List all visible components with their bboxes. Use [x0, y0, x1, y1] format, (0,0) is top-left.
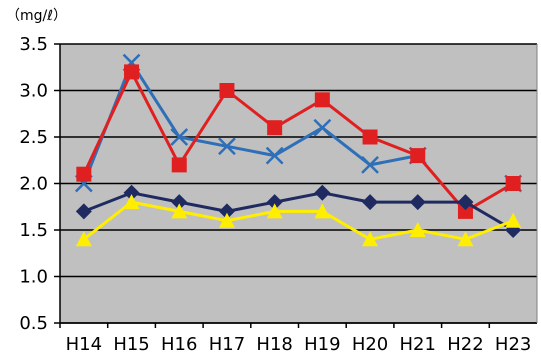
data-point-triangle — [123, 194, 140, 210]
data-point-cross — [265, 146, 284, 165]
data-point-diamond — [266, 194, 283, 211]
series-triangle — [75, 194, 522, 247]
data-point-square — [362, 129, 378, 145]
series-line — [82, 70, 514, 213]
x-tick-label: H16 — [161, 334, 197, 355]
data-point-diamond — [171, 194, 188, 211]
data-point-triangle — [362, 231, 379, 247]
data-point-diamond — [218, 203, 235, 220]
y-axis-ticks: 0.5 1.0 1.5 2.0 2.5 3.0 3.5 — [19, 34, 48, 334]
series-line — [83, 191, 514, 232]
series-line — [82, 200, 514, 241]
x-tick-label: H23 — [495, 334, 531, 355]
data-point-square — [219, 83, 235, 98]
data-point-cross — [218, 137, 236, 156]
x-tick-label: H21 — [400, 334, 436, 355]
data-point-square — [410, 148, 426, 164]
x-axis-ticks: H14 H15 H16 H17 H18 H19 H20 H21 H22 H23 — [59, 323, 531, 355]
data-point-diamond — [314, 184, 331, 201]
y-tick-label: 0.5 — [19, 313, 48, 334]
data-point-cross — [361, 156, 379, 174]
data-point-diamond — [457, 194, 474, 211]
data-point-triangle — [457, 231, 474, 247]
data-point-triangle — [409, 222, 426, 237]
data-point-square — [267, 120, 283, 136]
data-point-triangle — [75, 231, 92, 247]
data-point-cross — [170, 128, 189, 146]
data-point-triangle — [218, 212, 235, 228]
x-tick-label: H14 — [66, 334, 102, 355]
data-point-square — [171, 157, 187, 173]
y-tick-label: 1.0 — [19, 267, 48, 288]
series-diamond — [75, 184, 522, 238]
y-tick-label: 3.0 — [19, 81, 48, 102]
x-tick-label: H19 — [304, 334, 340, 355]
data-point-triangle — [266, 203, 283, 219]
x-tick-label: H22 — [447, 334, 483, 355]
data-point-triangle — [505, 212, 522, 228]
y-axis-unit-label: （mg/ℓ） — [6, 8, 67, 24]
series-square — [76, 64, 521, 219]
y-tick-label: 1.5 — [19, 220, 48, 241]
data-point-diamond — [123, 184, 140, 201]
y-tick-label: 2.5 — [19, 127, 48, 148]
data-point-triangle — [171, 203, 188, 219]
data-point-diamond — [409, 194, 426, 211]
data-point-square — [457, 203, 473, 219]
data-point-square — [314, 92, 330, 108]
x-tick-label: H15 — [113, 334, 149, 355]
data-point-square — [124, 64, 140, 80]
y-tick-label: 3.5 — [19, 34, 48, 55]
x-tick-label: H18 — [256, 334, 292, 355]
data-point-square — [76, 166, 92, 182]
data-point-diamond — [362, 194, 379, 211]
series-layer — [74, 53, 523, 247]
data-point-diamond — [75, 203, 92, 220]
data-point-square — [505, 176, 521, 191]
data-point-cross — [313, 118, 332, 137]
data-point-triangle — [314, 203, 331, 219]
x-tick-label: H20 — [352, 334, 388, 355]
x-tick-label: H17 — [209, 334, 245, 355]
y-tick-label: 2.0 — [19, 174, 48, 195]
